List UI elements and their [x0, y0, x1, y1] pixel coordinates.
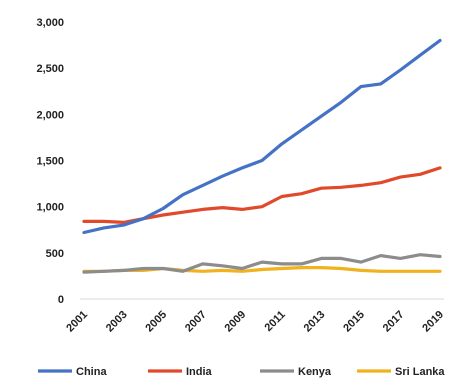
x-tick-label: 2019	[420, 309, 446, 335]
x-tick-label: 2007	[183, 309, 209, 335]
x-tick-label: 2015	[341, 309, 367, 335]
y-tick-label: 2,000	[36, 109, 64, 121]
x-tick-label: 2003	[104, 309, 130, 335]
legend-label: Sri Lanka	[395, 366, 445, 378]
y-tick-label: 1,000	[36, 202, 64, 214]
x-axis: 2001 2003 2005 2007 2009 2011 2013 2015 2017 2019	[64, 298, 446, 335]
x-tick-label: 2009	[223, 309, 249, 335]
y-axis: 0 500 1,000 1,500 2,000 2,500 3,000	[36, 17, 64, 306]
legend-label: India	[186, 366, 213, 378]
y-tick-label: 500	[46, 248, 64, 260]
series-line-kenya	[82, 253, 442, 274]
y-tick-label: 2,500	[36, 63, 64, 75]
legend-label: Kenya	[298, 366, 332, 378]
y-tick-label: 1,500	[36, 156, 64, 168]
y-tick-label: 3,000	[36, 17, 64, 29]
x-tick-label: 2013	[302, 309, 328, 335]
y-tick-label: 0	[58, 294, 64, 306]
series-line-sri-lanka	[82, 266, 442, 273]
x-tick-label: 2001	[64, 309, 90, 335]
x-tick-label: 2005	[143, 309, 169, 335]
x-tick-label: 2017	[381, 309, 407, 335]
plot-area	[82, 38, 442, 274]
x-tick-label: 2011	[263, 309, 288, 334]
legend-label: China	[76, 366, 107, 378]
series-line-india	[82, 166, 442, 224]
legend: China India Kenya Sri Lanka	[38, 366, 445, 378]
series-line-china	[82, 38, 442, 235]
